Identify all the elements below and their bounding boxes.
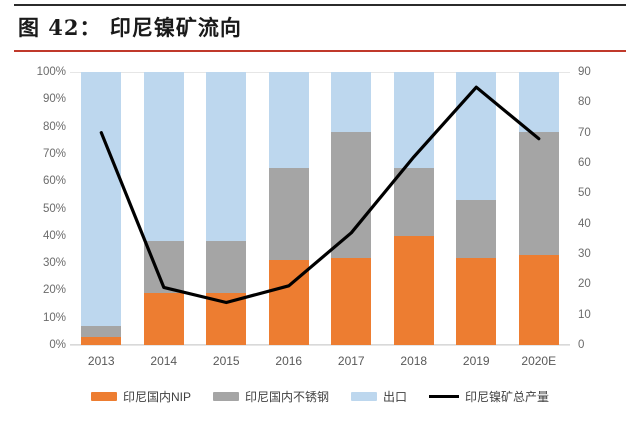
legend-item-2[interactable]: 出口 bbox=[351, 388, 407, 405]
chart-legend: 印尼国内NIP 印尼国内不锈钢 出口 印尼镍矿总产量 bbox=[0, 383, 640, 409]
y-axis-tick-right: 70 bbox=[578, 126, 591, 139]
y-axis-tick-right: 60 bbox=[578, 157, 591, 169]
bar-group[interactable] bbox=[518, 72, 559, 345]
legend-item-1[interactable]: 印尼国内不锈钢 bbox=[212, 388, 329, 405]
chart-container: 0% 10% 20% 30% 40% 50% 60% 70% 80% 90% 100% 0 10 20 3… bbox=[0, 58, 640, 423]
x-axis-tick-2014: 2014 bbox=[150, 354, 178, 368]
bar-group[interactable] bbox=[206, 72, 247, 345]
x-axis-tick-2015: 2015 bbox=[212, 354, 240, 368]
bar-segment-export[interactable] bbox=[143, 72, 184, 242]
y-axis-tick-left: 30% bbox=[42, 257, 66, 270]
gridline bbox=[70, 72, 570, 73]
x-axis-tick-2020E: 2020E bbox=[521, 354, 557, 368]
bar-group[interactable] bbox=[331, 72, 372, 345]
bar-segment-nip[interactable] bbox=[143, 293, 184, 345]
y-axis-tick-left: 40% bbox=[42, 229, 66, 242]
bar-segment-stainless[interactable] bbox=[518, 132, 559, 255]
y-axis-tick-left: 70% bbox=[42, 147, 66, 160]
x-axis-line bbox=[70, 344, 570, 345]
y-axis-tick-left: 10% bbox=[42, 311, 66, 324]
y-axis-tick-left: 90% bbox=[42, 93, 66, 106]
legend-label: 印尼国内NIP bbox=[122, 389, 191, 404]
x-axis-labels: 2013 2014 2015 2016 2017 2018 2019 2020E bbox=[70, 354, 570, 374]
legend-label: 印尼国内不锈钢 bbox=[244, 389, 329, 404]
bar-segment-export[interactable] bbox=[268, 72, 309, 168]
bar-segment-nip[interactable] bbox=[456, 257, 497, 345]
legend-label: 出口 bbox=[383, 389, 408, 404]
y-axis-tick-right: 10 bbox=[578, 308, 591, 321]
bar-group[interactable] bbox=[393, 72, 434, 345]
x-axis-tick-2013: 2013 bbox=[87, 354, 115, 368]
bar-segment-nip[interactable] bbox=[206, 293, 247, 345]
y-axis-tick-right: 90 bbox=[578, 66, 591, 78]
bar-segment-stainless[interactable] bbox=[81, 325, 122, 337]
y-axis-tick-left: 100% bbox=[36, 66, 66, 78]
bar-segment-stainless[interactable] bbox=[143, 241, 184, 294]
bar-segment-nip[interactable] bbox=[393, 235, 434, 345]
top-divider bbox=[14, 4, 626, 6]
bar-segment-export[interactable] bbox=[331, 72, 372, 133]
bar-segment-export[interactable] bbox=[206, 72, 247, 242]
legend-item-3[interactable]: 印尼镍矿总产量 bbox=[429, 388, 549, 405]
bar-segment-stainless[interactable] bbox=[331, 132, 372, 258]
page-title: 图 42： 印尼镍矿流向 bbox=[18, 15, 242, 40]
legend-item-0[interactable]: 印尼国内NIP bbox=[90, 388, 191, 405]
bar-segment-nip[interactable] bbox=[268, 260, 309, 345]
title-underline bbox=[14, 50, 626, 52]
legend-color-swatch bbox=[351, 391, 377, 401]
y-axis-tick-left: 20% bbox=[42, 284, 66, 297]
legend-label: 印尼镍矿总产量 bbox=[465, 389, 550, 404]
bar-segment-export[interactable] bbox=[81, 72, 122, 326]
plot-area bbox=[70, 72, 570, 346]
bar-segment-nip[interactable] bbox=[81, 336, 122, 345]
bar-segment-stainless[interactable] bbox=[393, 167, 434, 236]
y-axis-tick-left: 0% bbox=[49, 339, 66, 351]
figure-title-bar: 图 42： 印尼镍矿流向 bbox=[14, 10, 626, 48]
bar-group[interactable] bbox=[268, 72, 309, 345]
bar-segment-nip[interactable] bbox=[331, 257, 372, 345]
bar-group[interactable] bbox=[456, 72, 497, 345]
y-axis-tick-left: 60% bbox=[42, 175, 66, 188]
bar-group[interactable] bbox=[81, 72, 122, 345]
x-axis-tick-2018: 2018 bbox=[400, 354, 428, 368]
x-axis-tick-2017: 2017 bbox=[337, 354, 365, 368]
legend-color-swatch bbox=[212, 391, 239, 401]
y-axis-tick-left: 50% bbox=[42, 202, 66, 215]
y-axis-tick-left: 80% bbox=[42, 120, 66, 133]
bar-segment-stainless[interactable] bbox=[456, 200, 497, 258]
y-axis-tick-right: 20 bbox=[578, 278, 591, 291]
bar-segment-stainless[interactable] bbox=[206, 241, 247, 294]
y-axis-tick-right: 50 bbox=[578, 187, 591, 200]
legend-color-swatch bbox=[90, 391, 117, 401]
bar-segment-export[interactable] bbox=[393, 72, 434, 168]
y-axis-tick-right: 80 bbox=[578, 96, 591, 109]
bar-group[interactable] bbox=[143, 72, 184, 345]
x-axis-tick-2019: 2019 bbox=[462, 354, 490, 368]
y-axis-tick-right: 30 bbox=[578, 248, 591, 260]
y-axis-tick-right: 0 bbox=[578, 339, 585, 351]
gridline bbox=[70, 345, 570, 346]
bar-segment-export[interactable] bbox=[456, 72, 497, 201]
bar-segment-export[interactable] bbox=[518, 72, 559, 133]
legend-line-swatch bbox=[429, 394, 460, 398]
x-axis-tick-2016: 2016 bbox=[275, 354, 303, 368]
y-axis-tick-right: 40 bbox=[578, 217, 591, 230]
bar-segment-stainless[interactable] bbox=[268, 167, 309, 261]
bar-segment-nip[interactable] bbox=[518, 254, 559, 345]
